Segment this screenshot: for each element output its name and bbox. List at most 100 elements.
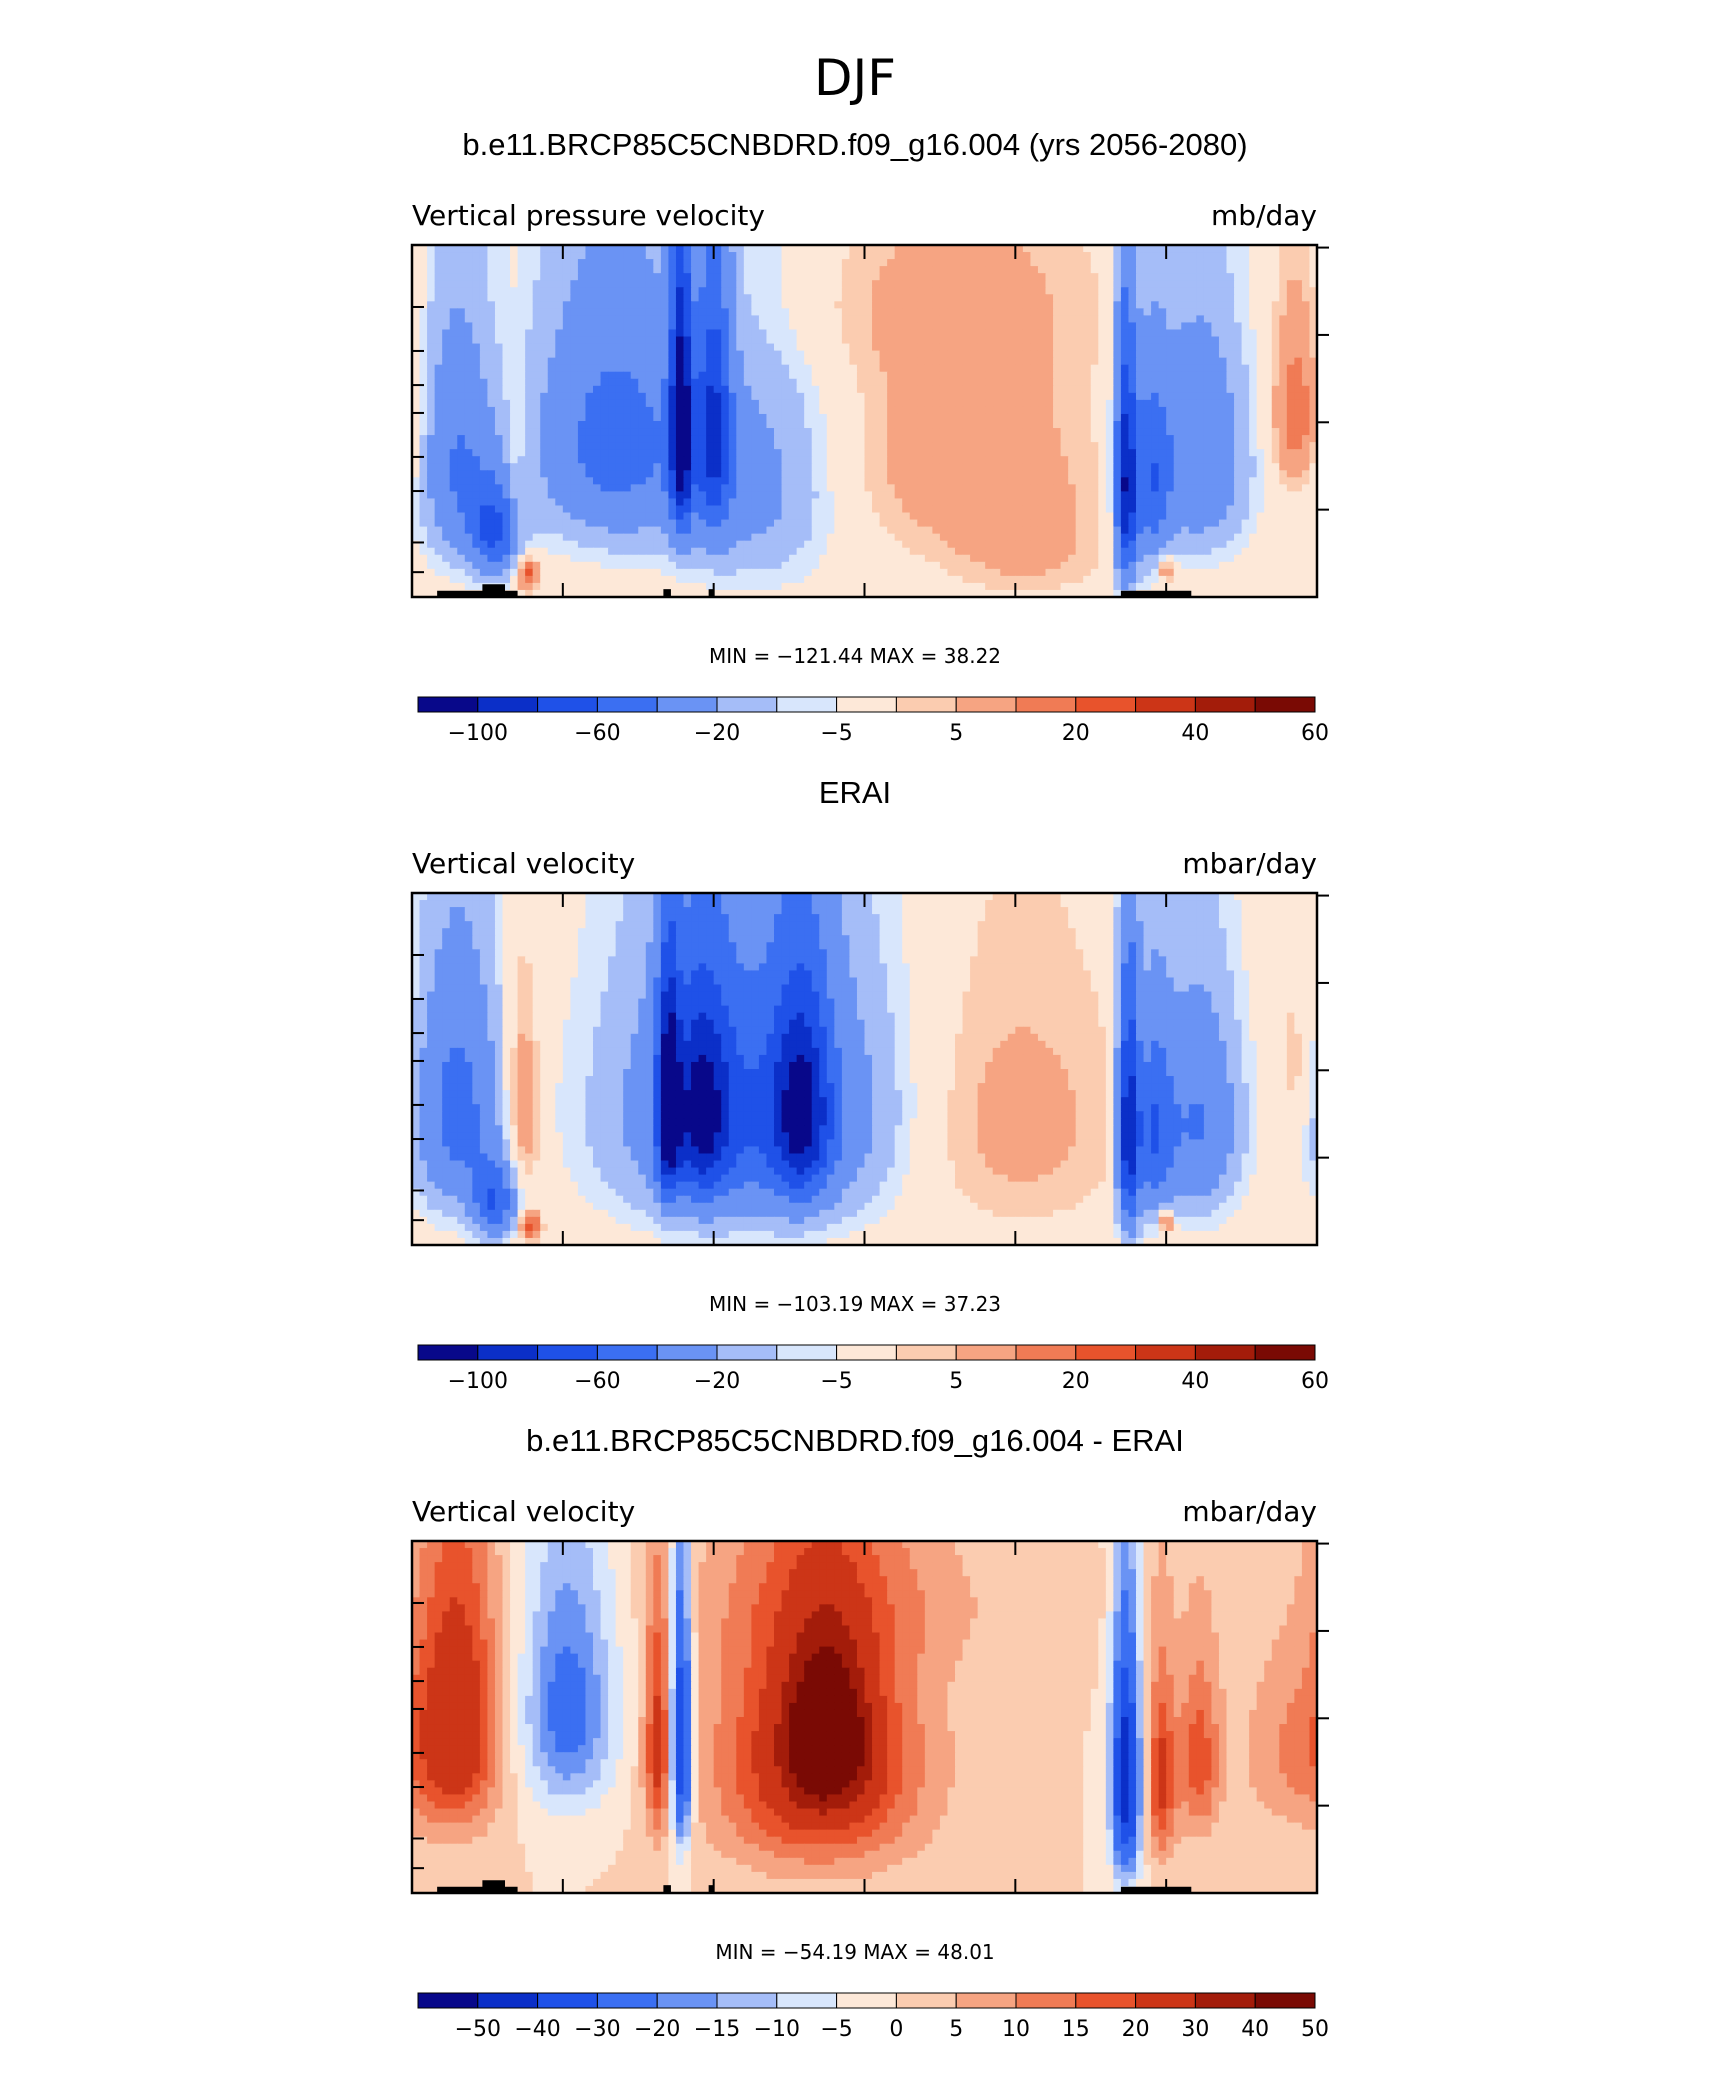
field-cell: [1075, 322, 1084, 331]
field-cell: [917, 512, 926, 521]
field-cell: [494, 273, 504, 281]
field-cell: [608, 392, 617, 401]
field-cell: [1279, 294, 1288, 302]
field-cell: [1060, 322, 1069, 331]
field-cell: [442, 470, 451, 478]
field-cell: [653, 505, 662, 514]
field-cell: [698, 371, 707, 380]
field-cell: [577, 421, 587, 429]
field-cell: [675, 463, 685, 471]
field-cell: [600, 406, 609, 415]
field-cell: [1249, 315, 1258, 324]
field-cell: [894, 294, 903, 302]
field-cell: [698, 315, 707, 324]
field-cell: [668, 392, 677, 401]
field-cell: [562, 491, 571, 500]
field-cell: [728, 519, 737, 528]
field-cell: [1309, 273, 1318, 281]
field-cell: [1083, 287, 1092, 295]
field-cell: [743, 273, 752, 281]
field-cell: [1271, 273, 1280, 281]
field-cell: [645, 428, 654, 436]
field-cell: [826, 322, 835, 331]
field-cell: [593, 301, 602, 309]
field-cell: [796, 371, 805, 380]
field-cell: [879, 505, 888, 514]
field-cell: [645, 252, 654, 260]
field-cell: [1075, 245, 1084, 253]
field-cell: [600, 357, 609, 366]
field-cell: [932, 456, 941, 464]
field-cell: [555, 364, 564, 373]
field-cell: [1256, 371, 1265, 380]
field-cell: [962, 477, 971, 485]
field-cell: [924, 385, 933, 394]
field-cell: [1090, 428, 1099, 436]
field-cell: [970, 336, 979, 345]
field-cell: [449, 378, 458, 387]
field-cell: [510, 442, 519, 450]
field-cell: [555, 378, 564, 387]
field-cell: [796, 350, 805, 359]
field-cell: [856, 435, 866, 443]
field-cell: [947, 519, 956, 528]
field-cell: [947, 364, 956, 373]
field-cell: [698, 245, 707, 253]
field-cell: [781, 357, 790, 366]
field-cell: [1256, 350, 1265, 359]
field-cell: [1271, 252, 1280, 260]
field-cell: [608, 301, 617, 309]
field-cell: [1241, 442, 1250, 450]
field-cell: [1181, 371, 1190, 380]
field-cell: [615, 421, 624, 429]
field-cell: [811, 273, 820, 281]
field-cell: [1128, 357, 1137, 366]
field-cell: [932, 350, 941, 359]
field-cell: [608, 280, 617, 288]
field-cell: [758, 343, 768, 352]
field-cell: [947, 428, 956, 436]
field-cell: [1060, 252, 1069, 260]
field-cell: [1158, 399, 1167, 408]
field-cell: [442, 315, 451, 324]
field-cell: [1136, 329, 1145, 338]
field-cell: [1256, 322, 1265, 331]
field-cell: [1226, 287, 1235, 295]
field-cell: [510, 371, 519, 380]
field-cell: [570, 308, 579, 316]
field-cell: [608, 287, 617, 295]
field-cell: [841, 259, 851, 267]
field-cell: [449, 526, 458, 535]
field-cell: [577, 378, 587, 387]
field-cell: [728, 336, 737, 345]
field-cell: [932, 428, 941, 436]
field-cell: [698, 519, 707, 528]
field-cell: [887, 406, 896, 415]
field-cell: [608, 406, 617, 415]
field-cell: [1105, 252, 1114, 260]
field-cell: [615, 329, 624, 338]
field-cell: [955, 294, 964, 302]
field-cell: [955, 512, 964, 521]
field-cell: [487, 245, 496, 253]
field-cell: [1007, 484, 1016, 492]
field-cell: [1083, 463, 1092, 471]
field-cell: [517, 406, 526, 415]
field-cell: [872, 329, 881, 338]
field-cell: [1151, 442, 1160, 450]
field-cell: [758, 280, 768, 288]
field-cell: [1279, 350, 1288, 359]
field-cell: [479, 378, 489, 387]
field-cell: [1068, 301, 1077, 309]
field-cell: [479, 343, 489, 352]
field-cell: [457, 273, 466, 281]
field-cell: [1007, 336, 1016, 345]
field-cell: [600, 280, 609, 288]
field-cell: [1211, 315, 1220, 324]
field-cell: [977, 280, 986, 288]
field-cell: [887, 273, 896, 281]
field-cell: [1241, 245, 1250, 253]
field-cell: [796, 280, 805, 288]
field-cell: [977, 421, 986, 429]
field-cell: [1158, 294, 1167, 302]
